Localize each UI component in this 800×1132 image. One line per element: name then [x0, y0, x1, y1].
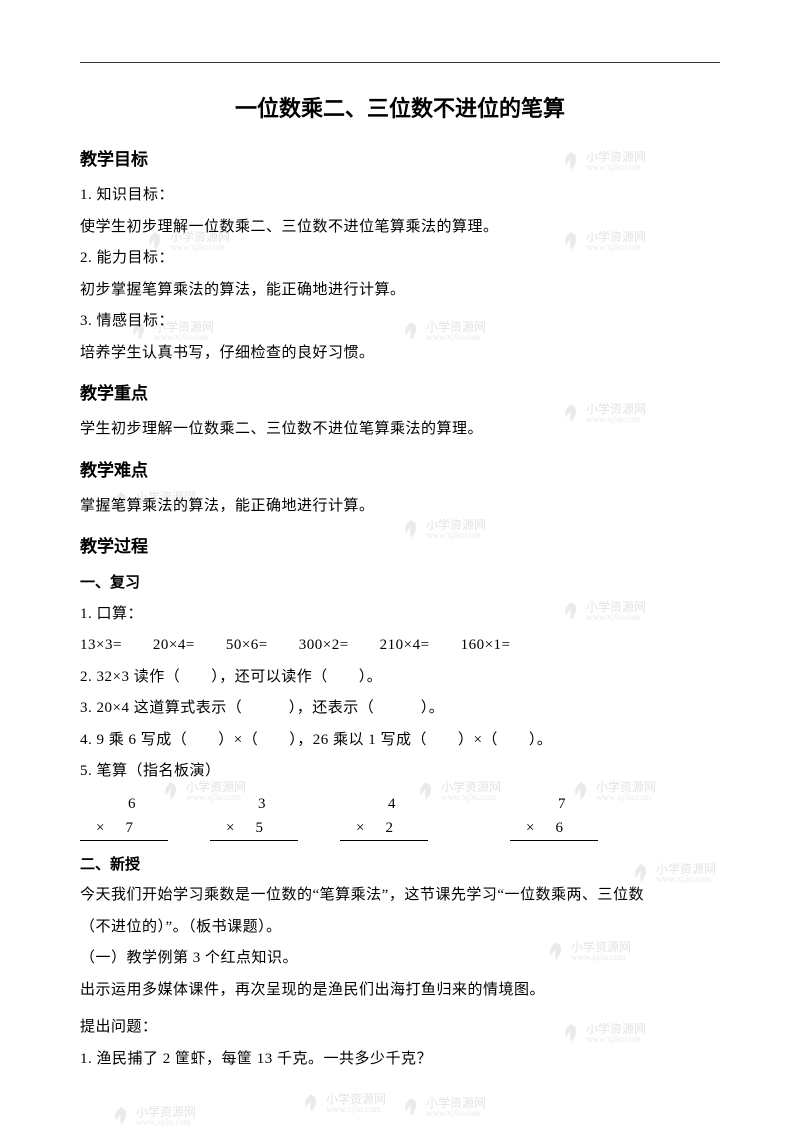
proc-2-b: （不进位的）”。（板书课题）。 [80, 912, 720, 944]
document-page: 一位数乘二、三位数不进位的笔算 教学目标 1. 知识目标： 使学生初步理解一位数… [0, 0, 800, 1115]
section-key-heading: 教学重点 [80, 379, 720, 404]
section-goal-heading: 教学目标 [80, 145, 720, 170]
proc-1-3: 3. 20×4 这道算式表示（ ），还表示（ ）。 [80, 693, 720, 725]
calc-top-value: 6 [80, 792, 210, 816]
goal-3-body: 培养学生认真书写，仔细检查的良好习惯。 [80, 338, 720, 370]
goal-2-body: 初步掌握笔算乘法的算法，能正确地进行计算。 [80, 275, 720, 307]
goal-3-head: 3. 情感目标： [80, 306, 720, 338]
goal-1-body: 使学生初步理解一位数乘二、三位数不进位笔算乘法的算理。 [80, 212, 720, 244]
calc-row: 6× 73× 54× 27× 6 [80, 792, 720, 841]
calc-bottom-value: × 7 [80, 816, 168, 841]
proc-2-d: 出示运用多媒体课件，再次呈现的是渔民们出海打鱼归来的情境图。 [80, 975, 720, 1007]
proc-1-5: 5. 笔算（指名板演） [80, 756, 720, 788]
diff-body: 掌握笔算乘法的算法，能正确地进行计算。 [80, 491, 720, 523]
calc-col: 7× 6 [510, 792, 640, 841]
section-proc-heading: 教学过程 [80, 532, 720, 557]
proc-1-1: 1. 口算： [80, 599, 720, 631]
document-title: 一位数乘二、三位数不进位的笔算 [80, 91, 720, 123]
calc-top-value: 4 [340, 792, 470, 816]
section-diff-heading: 教学难点 [80, 456, 720, 481]
calc-col: 4× 2 [340, 792, 470, 841]
proc-2-heading: 二、新授 [80, 849, 720, 881]
calc-bottom-value: × 6 [510, 816, 598, 841]
key-body: 学生初步理解一位数乘二、三位数不进位笔算乘法的算理。 [80, 414, 720, 446]
calc-col: 6× 7 [80, 792, 210, 841]
calc-bottom-value: × 2 [340, 816, 428, 841]
calc-top-value: 7 [510, 792, 640, 816]
proc-2-f: 1. 渔民捕了 2 筐虾，每筐 13 千克。一共多少千克？ [80, 1044, 720, 1076]
calc-bottom-value: × 5 [210, 816, 298, 841]
goal-2-head: 2. 能力目标： [80, 243, 720, 275]
proc-2-e: 提出问题： [80, 1012, 720, 1044]
proc-1-4: 4. 9 乘 6 写成（ ）×（ ），26 乘以 1 写成（ ）×（ ）。 [80, 725, 720, 757]
top-rule [80, 62, 720, 63]
proc-2-a: 今天我们开始学习乘数是一位数的“笔算乘法”，这节课先学习“一位数乘两、三位数 [80, 880, 720, 912]
proc-1-1-row: 13×3= 20×4= 50×6= 300×2= 210×4= 160×1= [80, 630, 720, 662]
proc-2-c: （一）教学例第 3 个红点知识。 [80, 943, 720, 975]
calc-col: 3× 5 [210, 792, 340, 841]
proc-1-2: 2. 32×3 读作（ ），还可以读作（ ）。 [80, 662, 720, 694]
calc-top-value: 3 [210, 792, 340, 816]
goal-1-head: 1. 知识目标： [80, 180, 720, 212]
proc-1-heading: 一、复习 [80, 567, 720, 599]
